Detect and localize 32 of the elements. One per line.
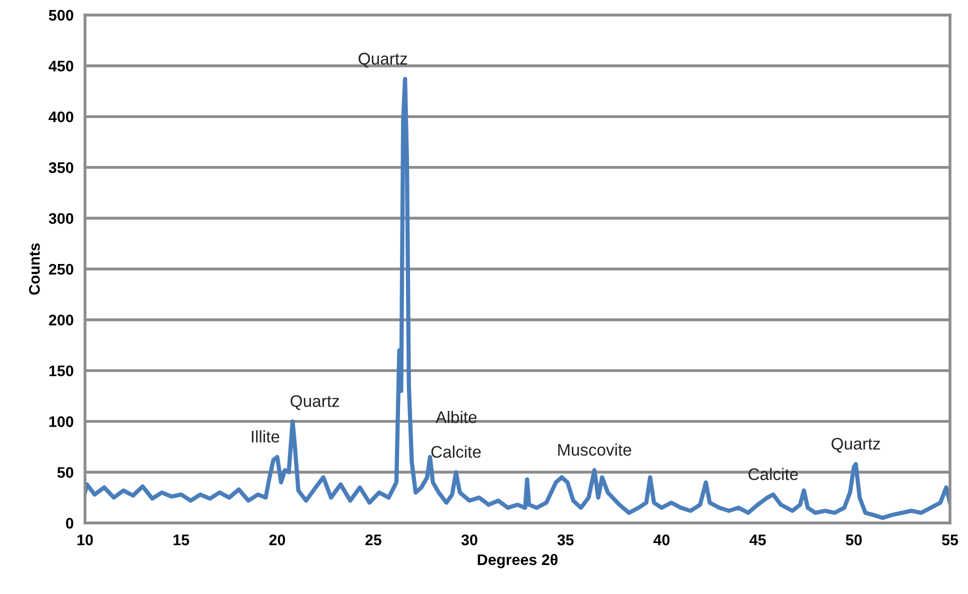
y-tick-label: 150 (49, 365, 74, 376)
annotation: Calcite (748, 468, 798, 480)
x-tick-label: 50 (846, 534, 862, 546)
y-axis-title: Counts (29, 243, 40, 295)
x-axis-title: Degrees 2θ (478, 554, 558, 568)
y-tick-label: 200 (48, 314, 74, 326)
y-tick-label: 400 (48, 111, 74, 122)
x-tick-label: 10 (77, 534, 93, 546)
x-tick-label: 55 (942, 534, 958, 546)
y-tick-label: 50 (57, 467, 74, 478)
line-series (85, 76, 950, 520)
x-tick-label: 20 (269, 534, 286, 546)
y-tick-label: 500 (48, 10, 74, 21)
x-tick-label: 25 (365, 534, 382, 546)
x-tick-label: 35 (557, 534, 574, 546)
annotation: Illite (252, 430, 280, 443)
x-tick-label: 45 (750, 534, 766, 546)
annotation: Quartz (290, 395, 340, 410)
y-tick-label: 450 (48, 60, 74, 72)
annotation: Calcite (431, 446, 481, 458)
y-tick-label: 350 (48, 162, 74, 174)
annotation: Albite (436, 410, 477, 424)
x-tick-label: 15 (174, 534, 190, 546)
annotation: Muscovite (558, 444, 632, 456)
x-tick-label: 30 (461, 534, 478, 546)
y-tick-label: 300 (48, 213, 74, 224)
y-tick-label: 250 (48, 264, 74, 275)
annotation: Quartz (832, 438, 880, 453)
y-tick-label: 0 (66, 518, 74, 529)
annotation: Quartz (358, 52, 407, 68)
x-tick-label: 40 (653, 534, 670, 546)
y-tick-label: 100 (49, 416, 74, 428)
